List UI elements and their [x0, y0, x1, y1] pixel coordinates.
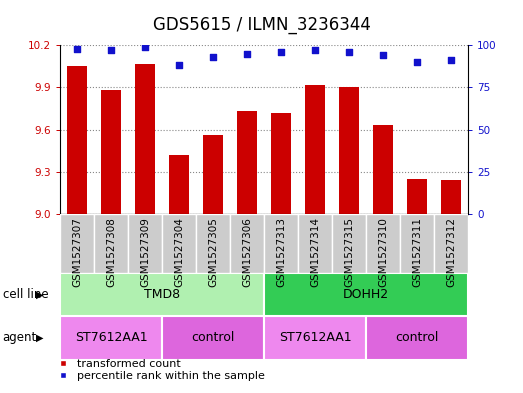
Text: GSM1527306: GSM1527306 [242, 217, 252, 287]
Bar [203, 135, 223, 214]
Text: GSM1527304: GSM1527304 [174, 217, 184, 287]
Text: cell line: cell line [3, 288, 48, 301]
Bar [162, 214, 196, 273]
Bar [305, 84, 325, 214]
Point [379, 52, 388, 59]
Bar [237, 111, 257, 214]
Bar [366, 316, 468, 360]
Point [413, 59, 422, 65]
Text: GSM1527311: GSM1527311 [412, 217, 422, 287]
Bar [162, 316, 264, 360]
Text: TMD8: TMD8 [144, 288, 180, 301]
Bar [332, 214, 366, 273]
Text: control: control [191, 331, 235, 345]
Text: GSM1527312: GSM1527312 [446, 217, 456, 287]
Text: GSM1527315: GSM1527315 [344, 217, 354, 287]
Bar [128, 214, 162, 273]
Point [73, 46, 82, 52]
Legend: transformed count, percentile rank within the sample: transformed count, percentile rank withi… [48, 354, 270, 386]
Bar [101, 90, 121, 214]
Bar [60, 214, 94, 273]
Text: GSM1527305: GSM1527305 [208, 217, 218, 287]
Text: GDS5615 / ILMN_3236344: GDS5615 / ILMN_3236344 [153, 16, 370, 34]
Bar [264, 316, 366, 360]
Bar [366, 214, 400, 273]
Point [209, 54, 218, 60]
Text: GSM1527309: GSM1527309 [140, 217, 150, 287]
Text: GSM1527307: GSM1527307 [72, 217, 82, 287]
Text: ST7612AA1: ST7612AA1 [279, 331, 351, 345]
Text: agent: agent [3, 331, 37, 345]
Text: ▶: ▶ [36, 290, 43, 300]
Bar [339, 87, 359, 214]
Point [107, 47, 116, 53]
Bar [271, 113, 291, 214]
Bar [400, 214, 434, 273]
Bar [441, 180, 461, 214]
Point [243, 50, 252, 57]
Bar [67, 66, 87, 214]
Bar [264, 214, 298, 273]
Text: GSM1527314: GSM1527314 [310, 217, 320, 287]
Point [277, 49, 286, 55]
Bar [298, 214, 332, 273]
Text: ST7612AA1: ST7612AA1 [75, 331, 147, 345]
Point [175, 62, 184, 69]
Bar [94, 214, 128, 273]
Text: ▶: ▶ [36, 333, 43, 343]
Text: GSM1527313: GSM1527313 [276, 217, 286, 287]
Bar [407, 179, 427, 214]
Bar [264, 273, 468, 316]
Point [311, 47, 320, 53]
Text: GSM1527308: GSM1527308 [106, 217, 116, 287]
Text: GSM1527310: GSM1527310 [378, 217, 388, 287]
Bar [196, 214, 230, 273]
Point [141, 44, 150, 50]
Bar [230, 214, 264, 273]
Point [447, 57, 456, 64]
Text: DOHH2: DOHH2 [343, 288, 389, 301]
Bar [373, 125, 393, 214]
Text: control: control [395, 331, 439, 345]
Bar [60, 316, 162, 360]
Point [345, 49, 354, 55]
Bar [169, 155, 189, 214]
Bar [60, 273, 264, 316]
Bar [434, 214, 468, 273]
Bar [135, 64, 155, 214]
